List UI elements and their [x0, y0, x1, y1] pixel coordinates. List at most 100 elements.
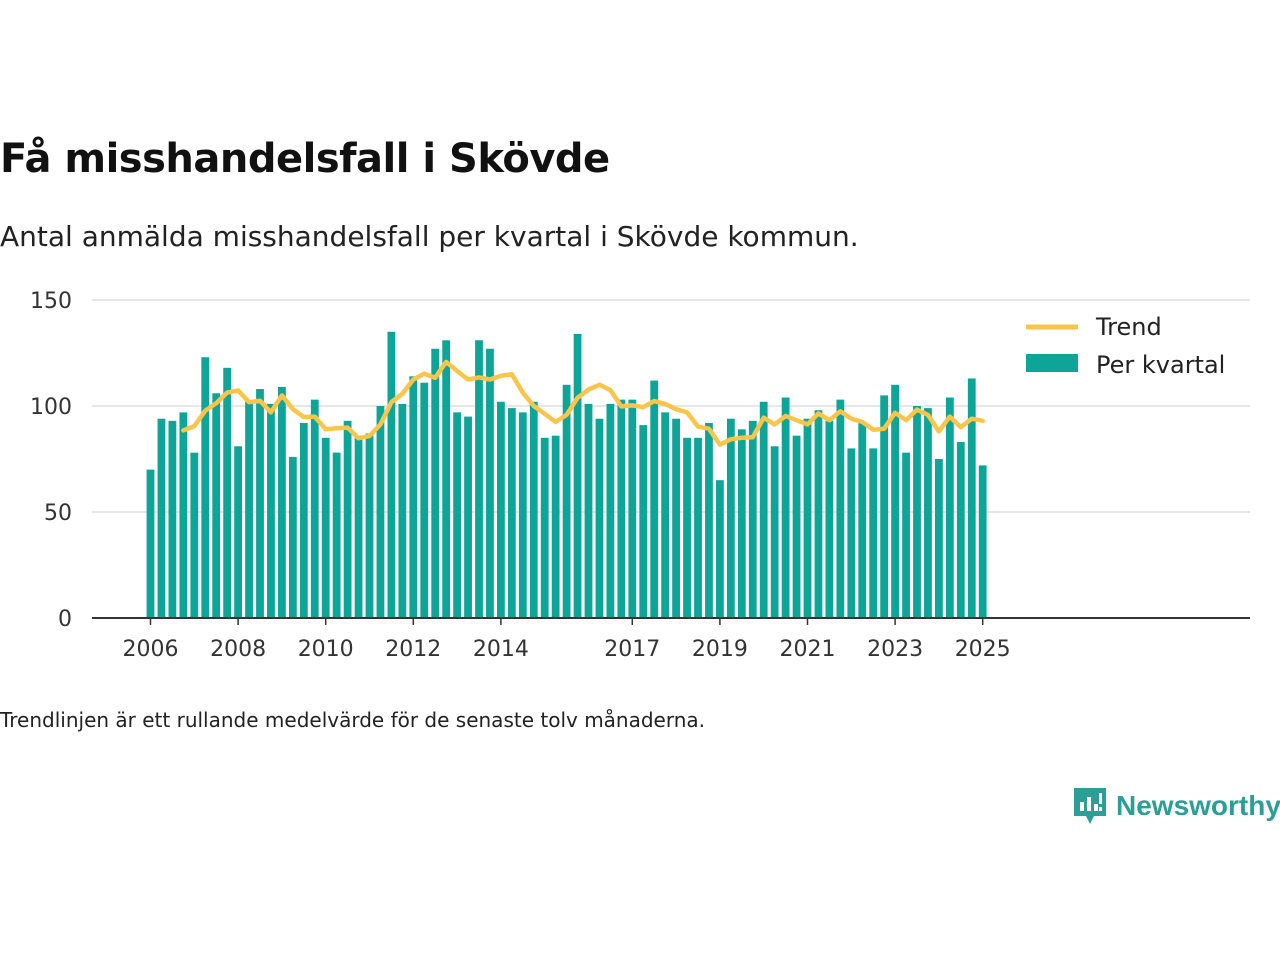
- bar: [321, 437, 330, 618]
- bar: [420, 382, 429, 618]
- x-tick-label: 2006: [123, 637, 179, 662]
- bar: [924, 408, 932, 618]
- bar: [442, 340, 451, 618]
- bar: [278, 386, 286, 618]
- y-tick-label: 150: [30, 289, 72, 314]
- x-tick-label: 2019: [692, 637, 748, 662]
- bar: [770, 446, 779, 618]
- bar-chart: 0 50 100 150 2006 2008 2010 2012 2014 2017 2019 202…: [30, 289, 1250, 662]
- bar: [507, 408, 516, 618]
- bars-layer: [146, 331, 987, 618]
- bar: [748, 420, 757, 618]
- bar: [256, 389, 264, 618]
- bar: [201, 357, 210, 618]
- brand-name: Newsworthy: [1116, 790, 1280, 821]
- bar: [869, 448, 878, 618]
- x-tick-label: 2021: [780, 637, 836, 662]
- legend-trend-label: Trend: [1095, 313, 1162, 341]
- bar: [354, 437, 363, 618]
- y-tick-label: 50: [44, 501, 72, 526]
- bar: [376, 406, 385, 618]
- page-title: Få misshandelsfall i Skövde: [0, 136, 610, 182]
- x-tick-label: 2010: [298, 637, 354, 662]
- bar: [935, 459, 943, 618]
- bar: [168, 420, 177, 618]
- bar: [945, 397, 954, 618]
- bar: [967, 378, 976, 618]
- bar: [759, 401, 768, 618]
- y-tick-label: 0: [58, 607, 72, 632]
- bar: [858, 422, 867, 618]
- x-tick-label: 2025: [955, 637, 1011, 662]
- bar: [726, 418, 735, 618]
- bar: [595, 418, 604, 618]
- y-tick-label: 100: [30, 395, 72, 420]
- bar: [902, 452, 910, 618]
- bar: [343, 420, 352, 618]
- bar: [825, 420, 834, 618]
- bar: [836, 399, 845, 618]
- legend-bar-label: Per kvartal: [1096, 351, 1225, 379]
- bar: [705, 422, 713, 618]
- bar: [486, 348, 494, 618]
- legend: Trend Per kvartal: [1026, 313, 1225, 379]
- bar: [847, 448, 856, 618]
- bar: [573, 333, 582, 618]
- bar: [792, 435, 801, 618]
- bar: [398, 403, 407, 618]
- bar: [803, 418, 812, 618]
- bar: [464, 416, 472, 618]
- bar: [245, 401, 253, 618]
- bar: [387, 331, 396, 618]
- bar: [716, 480, 724, 618]
- bar: [299, 422, 308, 618]
- newsworthy-logo[interactable]: Newsworthy: [1072, 786, 1280, 826]
- bar: [310, 399, 319, 618]
- bar: [694, 437, 702, 618]
- bar: [891, 384, 899, 618]
- bar: [453, 412, 461, 618]
- bar: [540, 437, 549, 618]
- bar: [190, 452, 199, 618]
- bar: [157, 418, 166, 618]
- bar: [672, 418, 680, 618]
- bar: [223, 367, 232, 618]
- bar: [584, 403, 593, 618]
- page-subtitle: Antal anmälda misshandelsfall per kvarta…: [0, 220, 859, 253]
- bar: [146, 469, 155, 618]
- bar: [234, 446, 242, 618]
- axis-layer: 0 50 100 150 2006 2008 2010 2012 2014 2017 2019 202…: [30, 289, 1250, 662]
- bar: [475, 340, 483, 618]
- legend-bar-swatch: [1026, 354, 1078, 372]
- x-tick-label: 2014: [473, 637, 529, 662]
- x-tick-label: 2012: [385, 637, 441, 662]
- bar: [617, 399, 626, 618]
- bar: [332, 452, 341, 618]
- trend-layer: [181, 359, 985, 447]
- bar: [431, 348, 440, 618]
- bar: [562, 384, 571, 618]
- bar: [639, 425, 648, 618]
- bar: [551, 435, 560, 618]
- bar: [956, 442, 965, 618]
- chart-note: Trendlinjen är ett rullande medelvärde f…: [0, 708, 706, 732]
- bar: [913, 406, 921, 618]
- bar: [880, 395, 889, 618]
- bar: [518, 412, 527, 618]
- bar: [497, 401, 505, 618]
- bar: [628, 399, 637, 618]
- newsworthy-logo-icon: [1074, 788, 1106, 824]
- bar: [212, 393, 221, 618]
- bar: [737, 429, 746, 618]
- bar: [267, 403, 275, 618]
- bar: [814, 410, 823, 618]
- bar: [978, 465, 987, 618]
- x-tick-label: 2023: [867, 637, 923, 662]
- bar: [288, 456, 297, 618]
- bar: [529, 401, 538, 618]
- bar: [179, 412, 188, 618]
- bar: [365, 433, 374, 618]
- bar: [650, 380, 659, 618]
- bar: [781, 397, 790, 618]
- bar: [661, 412, 670, 618]
